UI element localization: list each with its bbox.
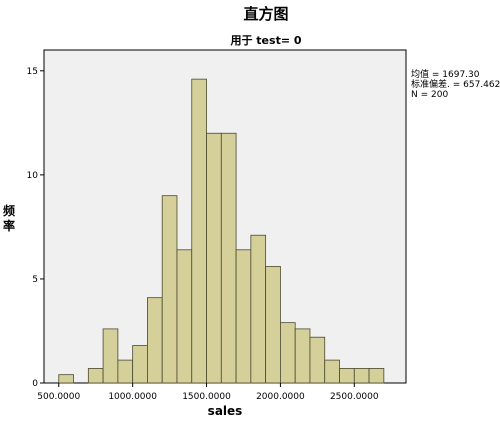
chart-subtitle: 用于 test= 0 (230, 34, 301, 47)
histogram-bar (87, 368, 104, 384)
y-axis: 0 5 10 15 (27, 67, 44, 389)
histogram-bar (324, 359, 340, 384)
histogram-bar (191, 78, 207, 384)
x-tick-label: 2500.0000 (330, 392, 379, 402)
x-axis-label: sales (208, 404, 243, 418)
stats-line: N = 200 (411, 90, 448, 100)
histogram-bar (339, 368, 355, 384)
stats-line: 均值 = 1697.30 (411, 68, 480, 80)
x-tick-label: 1000.0000 (108, 392, 157, 402)
bars-group (58, 78, 385, 384)
histogram-bar (265, 266, 281, 384)
y-tick-label: 15 (27, 67, 38, 77)
x-tick-label: 500.0000 (37, 392, 80, 402)
histogram-bar (353, 368, 370, 384)
chart-title: 直方图 (243, 5, 288, 23)
histogram-bar (206, 132, 222, 384)
histogram-bar (176, 249, 193, 384)
stats-line: 标准偏差. = 657.462 (411, 78, 500, 90)
histogram-bar (294, 328, 311, 384)
histogram-bar (102, 328, 119, 384)
histogram-bar (161, 195, 178, 384)
histogram-bar (58, 374, 74, 384)
x-axis: 500.0000 1000.0000 1500.0000 2000.0000 2500.… (37, 383, 379, 402)
histogram-bar (220, 132, 237, 384)
y-tick-label: 5 (32, 275, 38, 285)
histogram-bar (132, 345, 148, 384)
y-tick-label: 0 (32, 379, 38, 389)
histogram-bar (280, 322, 296, 384)
histogram-bar (235, 249, 252, 384)
x-tick-label: 2000.0000 (256, 392, 305, 402)
histogram-bar (117, 359, 134, 384)
histogram-bar (147, 297, 163, 384)
histogram-bar (250, 234, 267, 384)
histogram-bar (309, 336, 326, 384)
x-tick-label: 1500.0000 (182, 392, 231, 402)
y-tick-label: 10 (27, 171, 39, 181)
histogram-bar (368, 368, 385, 384)
y-axis-label: 频率 (3, 203, 15, 233)
